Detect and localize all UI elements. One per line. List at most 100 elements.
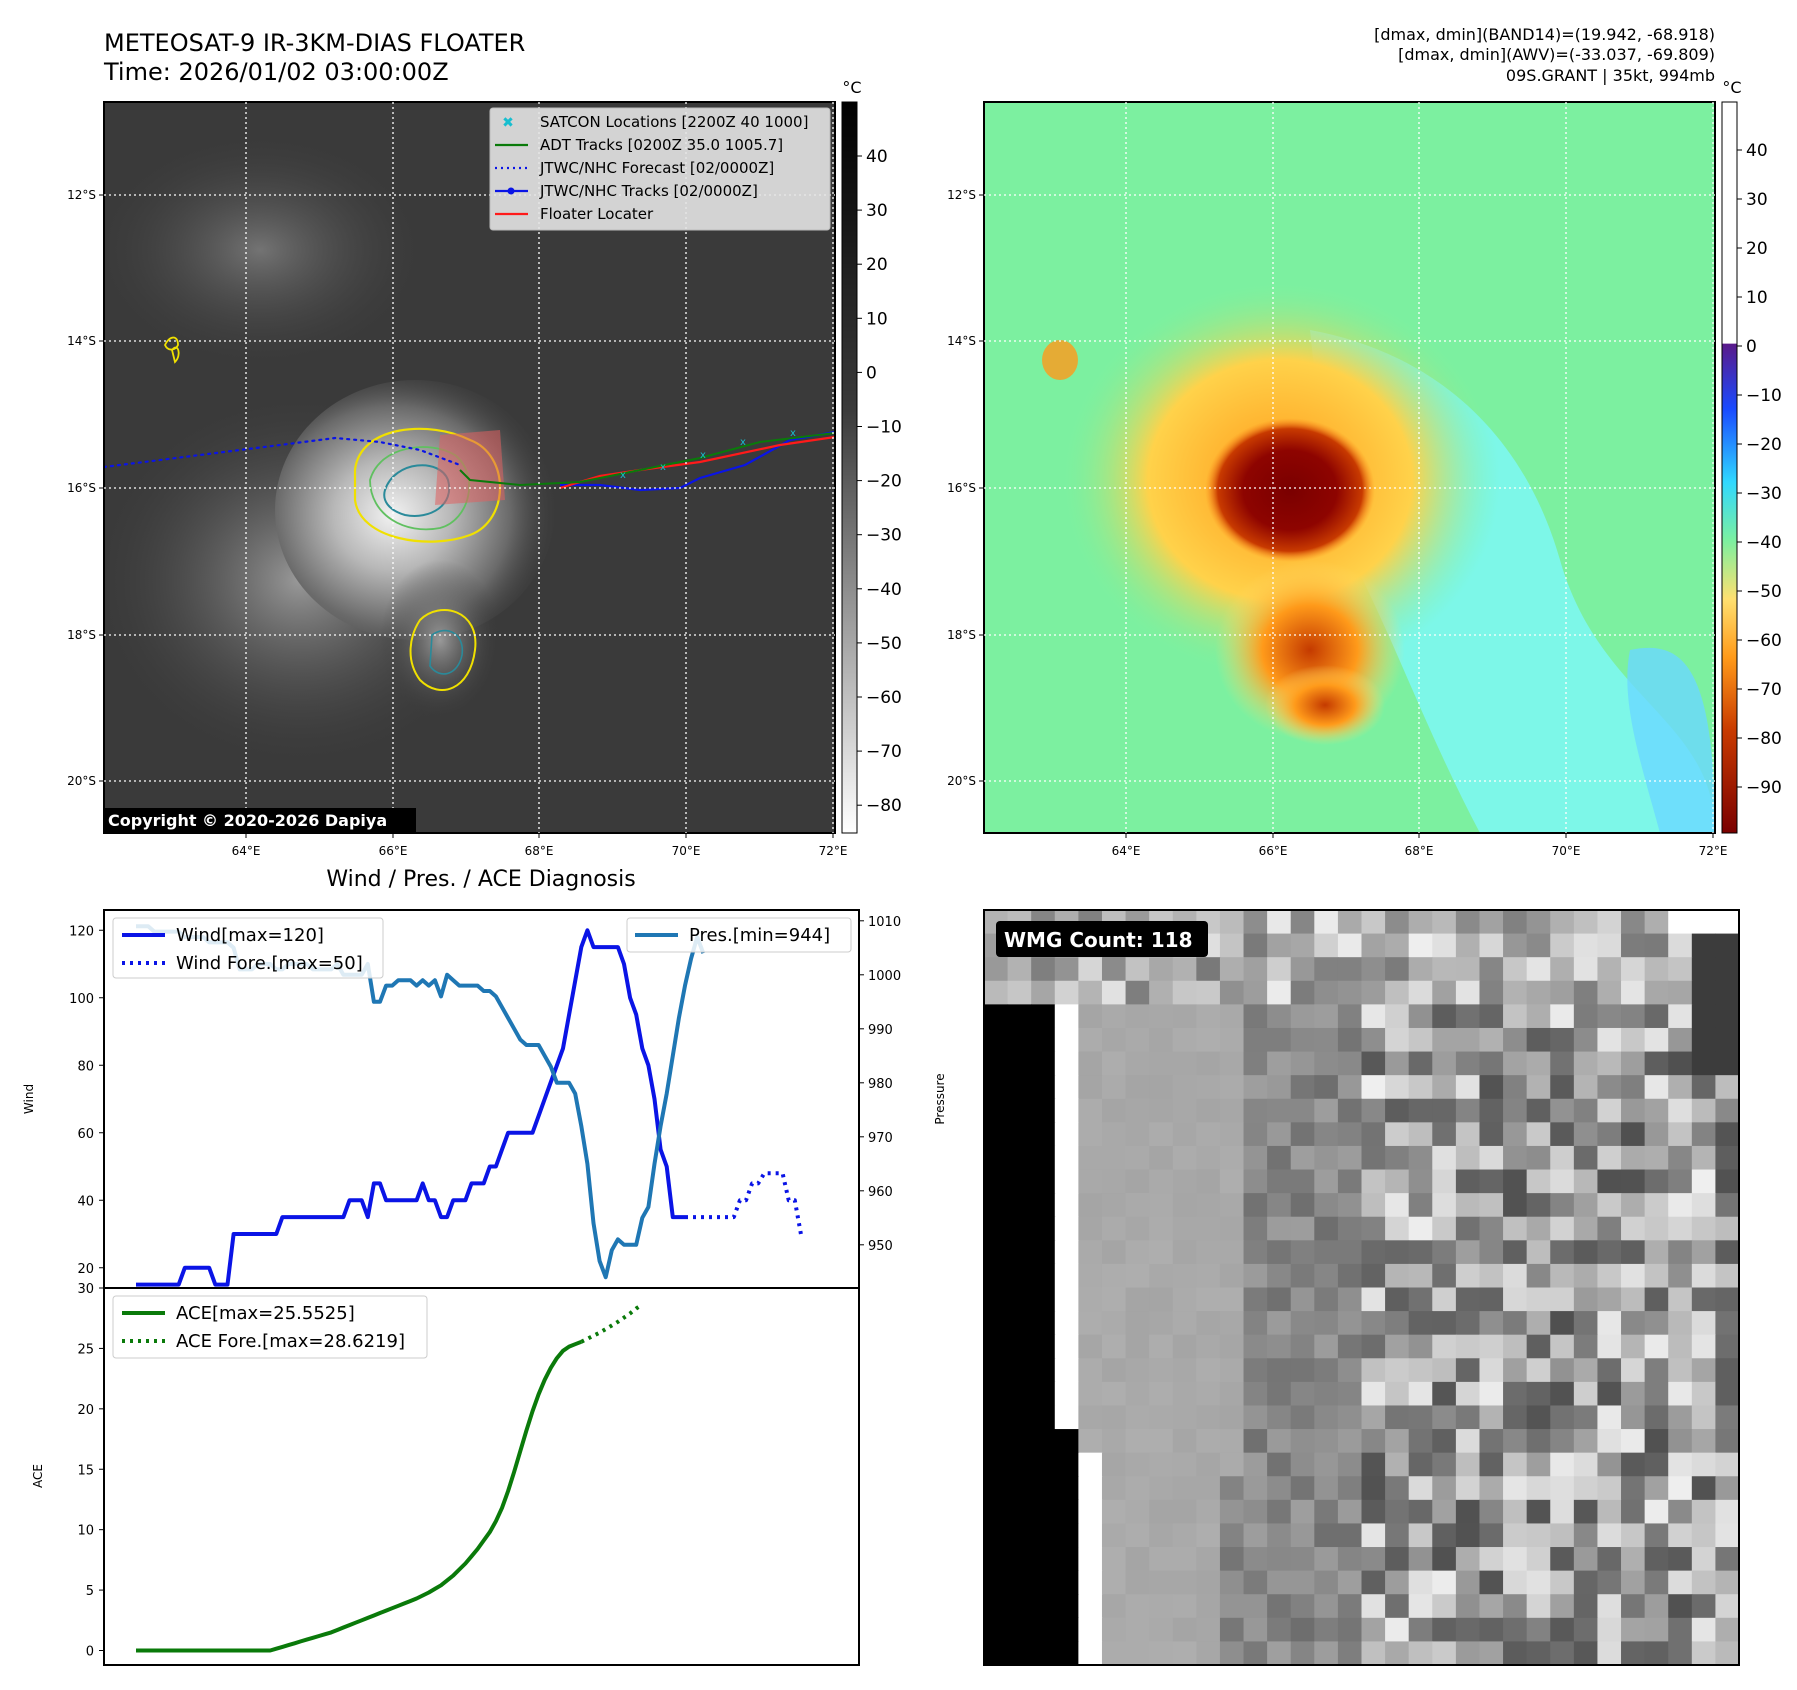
- wmg-pixel: [1314, 1051, 1339, 1076]
- wmg-pixel: [1573, 1523, 1599, 1548]
- wmg-pixel: [1455, 1311, 1481, 1336]
- wmg-pixel: [1573, 957, 1599, 982]
- wmg-pixel: [1644, 1122, 1669, 1147]
- wmg-pixel: [1101, 1169, 1127, 1194]
- legend-box: [489, 107, 831, 231]
- enhanced-map-frame: [983, 101, 1716, 834]
- wmg-pixel: [1054, 1429, 1079, 1454]
- svg-text:x: x: [660, 462, 666, 473]
- wmg-pixel: [1290, 980, 1315, 1005]
- wmg-pixel: [1668, 1476, 1693, 1501]
- wmg-pixel: [1219, 1311, 1245, 1336]
- wmg-pixel: [1007, 1263, 1032, 1289]
- wmg-pixel: [1691, 1476, 1716, 1501]
- wmg-pixel: [1668, 1240, 1693, 1265]
- wmg-pixel: [984, 1193, 1009, 1218]
- wmg-pixel: [1597, 1051, 1622, 1076]
- wmg-pixel: [1337, 1570, 1363, 1595]
- wmg-pixel: [1432, 1570, 1457, 1595]
- wmg-pixel: [1007, 1004, 1032, 1029]
- wmg-pixel: [1196, 1051, 1221, 1076]
- wmg-pixel: [1526, 1547, 1551, 1572]
- wmg-pixel: [1573, 933, 1599, 958]
- wmg-pixel: [1479, 1098, 1504, 1123]
- wmg-pixel: [1219, 1051, 1245, 1076]
- wmg-pixel: [1479, 1169, 1504, 1194]
- wmg-pixel: [1550, 1594, 1575, 1619]
- wmg-pixel: [1267, 1617, 1292, 1642]
- wmg-pixel: [1621, 1381, 1646, 1407]
- wmg-pixel: [1125, 1523, 1150, 1548]
- wmg-pixel: [1290, 1263, 1315, 1289]
- colorbar-tick-label: 30: [866, 201, 888, 221]
- wmg-pixel: [1597, 1617, 1622, 1642]
- wmg-pixel: [1243, 1381, 1268, 1407]
- wmg-pixel: [1361, 1499, 1386, 1525]
- wmg-pixel: [1031, 1193, 1056, 1218]
- wmg-pixel: [1550, 1169, 1575, 1194]
- wmg-pixel: [1361, 1429, 1386, 1454]
- map-lat-tick-label: 20°S: [947, 774, 976, 788]
- wmg-pixel: [1219, 1075, 1245, 1100]
- wmg-pixel: [1526, 1263, 1551, 1289]
- wmg-pixel: [1432, 1641, 1457, 1665]
- wmg-pixel: [1101, 1334, 1127, 1359]
- wmg-pixel: [1597, 1523, 1622, 1548]
- wmg-pixel: [1385, 1027, 1410, 1053]
- wmg-pixel: [1149, 1193, 1174, 1218]
- wmg-pixel: [1526, 1381, 1551, 1407]
- wind-tick-label: 60: [77, 1127, 94, 1142]
- wmg-pixel: [1314, 1452, 1339, 1477]
- wmg-pixel: [1455, 1051, 1481, 1076]
- wmg-pixel: [1337, 1617, 1363, 1642]
- wmg-pixel: [1125, 1287, 1150, 1312]
- wmg-pixel: [1385, 1405, 1410, 1430]
- wmg-pixel: [1361, 1098, 1386, 1123]
- wmg-pixel: [1715, 1145, 1739, 1171]
- wmg-pixel: [1408, 1004, 1433, 1029]
- wmg-pixel: [984, 1004, 1009, 1029]
- wmg-pixel: [1526, 1216, 1551, 1241]
- wmg-pixel: [1031, 1641, 1056, 1665]
- wmg-pixel: [1007, 1452, 1032, 1477]
- wmg-pixel: [1479, 1617, 1504, 1642]
- wmg-pixel: [1573, 1476, 1599, 1501]
- wmg-pixel: [1668, 1381, 1693, 1407]
- wmg-pixel: [1455, 1075, 1481, 1100]
- wmg-pixel: [1550, 1263, 1575, 1289]
- wmg-pixel: [1149, 1641, 1174, 1665]
- wmg-pixel: [1408, 1594, 1433, 1619]
- wmg-pixel: [1691, 1617, 1716, 1642]
- wmg-pixel: [1550, 1051, 1575, 1076]
- legend-item-label: JTWC/NHC Tracks [02/0000Z]: [539, 182, 758, 200]
- wmg-pixel: [1314, 1381, 1339, 1407]
- wmg-pixel: [1031, 957, 1056, 982]
- wmg-pixel: [1290, 1429, 1315, 1454]
- wmg-pixel: [1668, 1051, 1693, 1076]
- wmg-pixel: [1479, 1051, 1504, 1076]
- wmg-pixel: [1243, 1240, 1268, 1265]
- wmg-pixel: [1078, 1027, 1103, 1053]
- wmg-pixel: [1432, 1358, 1457, 1383]
- wmg-pixel: [1573, 1004, 1599, 1029]
- wmg-pixel: [1691, 1381, 1716, 1407]
- wmg-pixel: [1196, 1476, 1221, 1501]
- map-lat-tick-label: 12°S: [67, 188, 96, 202]
- wmg-pixel: [1031, 1311, 1056, 1336]
- wmg-pixel: [1149, 1027, 1174, 1053]
- wmg-pixel: [1361, 957, 1386, 982]
- wmg-pixel: [1668, 1145, 1693, 1171]
- wmg-pixel: [1550, 1452, 1575, 1477]
- colorbar-tick-label: −90: [1746, 778, 1782, 798]
- wmg-pixel: [1668, 1547, 1693, 1572]
- wmg-pixel: [1432, 1263, 1457, 1289]
- wmg-pixel: [1054, 1216, 1079, 1241]
- wmg-pixel: [1526, 1004, 1551, 1029]
- wmg-pixel: [1408, 980, 1433, 1005]
- wmg-pixel: [1597, 1570, 1622, 1595]
- diagnosis-title: Wind / Pres. / ACE Diagnosis: [326, 867, 635, 892]
- wmg-pixel: [1621, 1334, 1646, 1359]
- wmg-pixel: [1054, 1523, 1079, 1548]
- wmg-pixel: [1621, 910, 1646, 935]
- wmg-pixel: [1550, 1547, 1575, 1572]
